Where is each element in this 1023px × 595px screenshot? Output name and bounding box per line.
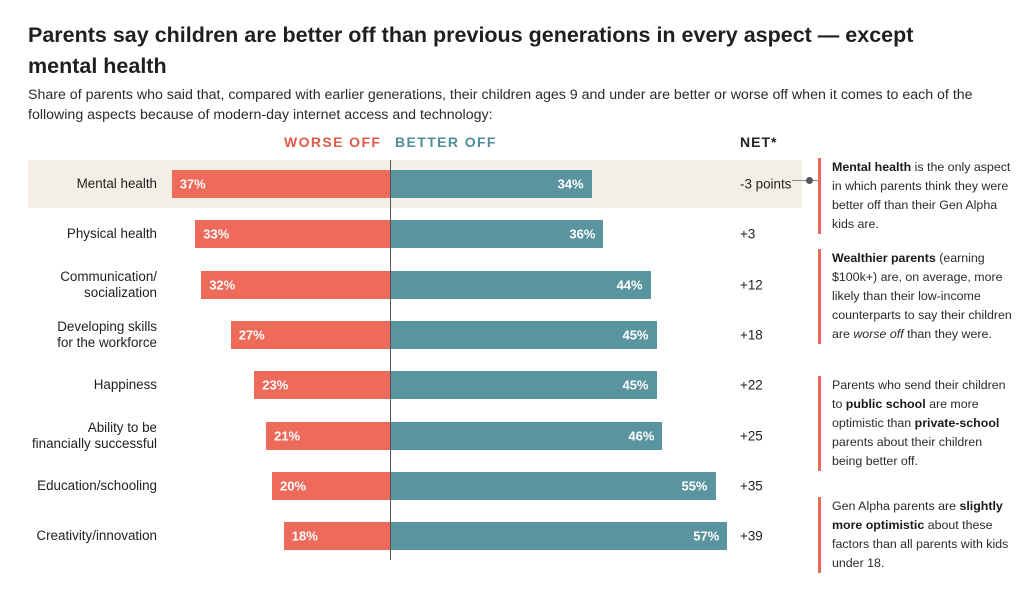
better-off-bar-developing-skills-for-the-workforce: 45% xyxy=(391,320,657,349)
net-value-ability-to-be-financially-successful: +25 xyxy=(740,428,763,443)
net-value-mental-health: -3 points xyxy=(740,176,792,192)
better-off-bar-ability-to-be-financially-successful: 46% xyxy=(391,421,663,450)
better-off-bar-mental-health: 34% xyxy=(391,170,592,198)
worse-off-value-label: 21% xyxy=(274,428,301,443)
better-off-bar-physical-health: 36% xyxy=(391,220,604,249)
worse-off-value-label: 33% xyxy=(203,226,230,242)
note-gen-alpha-parents: Gen Alpha parents are slightly more opti… xyxy=(818,497,1012,573)
worse-off-bar-happiness: 23% xyxy=(254,371,390,400)
note-wealthier-parents: Wealthier parents (earning $100k+) are, … xyxy=(818,249,1012,344)
net-value-creativity-innovation: +39 xyxy=(740,528,763,544)
worse-off-value-label: 18% xyxy=(291,528,318,544)
net-value-physical-health: +3 xyxy=(740,226,756,242)
better-off-value-label: 57% xyxy=(693,528,720,544)
better-off-bar-education-schooling: 55% xyxy=(391,471,716,500)
category-label-education-schooling: Education/schooling xyxy=(37,477,157,493)
better-off-bar-happiness: 45% xyxy=(391,371,657,400)
net-value-communication-socialization: +12 xyxy=(740,277,763,293)
better-off-value-label: 36% xyxy=(569,226,596,242)
worse-off-value-label: 37% xyxy=(179,176,206,192)
note-public-school: Parents who send their children to publi… xyxy=(818,376,1012,471)
category-label-developing-skills-for-the-workforce: Developing skills for the workforce xyxy=(57,318,157,350)
note-mental-health: Mental health is the only aspect in whic… xyxy=(818,158,1012,234)
worse-off-value-label: 32% xyxy=(209,277,236,293)
worse-off-bar-developing-skills-for-the-workforce: 27% xyxy=(230,320,390,349)
annotation-connector-dot xyxy=(806,177,813,184)
worse-off-value-label: 20% xyxy=(280,478,307,494)
annotation-connector-line xyxy=(792,180,818,181)
category-label-ability-to-be-financially-successful: Ability to be financially successful xyxy=(31,419,157,451)
net-header: NET* xyxy=(740,134,778,150)
worse-off-value-label: 23% xyxy=(262,377,289,393)
better-off-bar-communication-socialization: 44% xyxy=(391,270,651,299)
worse-off-header: WORSE OFF xyxy=(284,134,382,150)
worse-off-bar-creativity-innovation: 18% xyxy=(283,522,390,551)
better-off-value-label: 34% xyxy=(557,176,584,192)
net-value-education-schooling: +35 xyxy=(740,478,763,494)
better-off-bar-creativity-innovation: 57% xyxy=(391,522,728,551)
worse-off-bar-mental-health: 37% xyxy=(171,170,390,198)
category-label-communication-socialization: Communication/socialization xyxy=(60,268,157,300)
worse-off-bar-ability-to-be-financially-successful: 21% xyxy=(266,421,390,450)
net-value-happiness: +22 xyxy=(740,377,763,393)
category-label-happiness: Happiness xyxy=(93,377,157,393)
category-label-mental-health: Mental health xyxy=(76,176,157,191)
chart-title: Parents say children are better off than… xyxy=(28,23,914,78)
category-label-physical-health: Physical health xyxy=(66,226,157,242)
center-axis-line xyxy=(390,160,391,560)
chart-subtitle: Share of parents who said that, compared… xyxy=(28,87,973,123)
better-off-value-label: 44% xyxy=(616,277,643,293)
worse-off-bar-physical-health: 33% xyxy=(195,220,390,249)
worse-off-bar-communication-socialization: 32% xyxy=(201,270,390,299)
worse-off-value-label: 27% xyxy=(238,327,265,343)
better-off-value-label: 46% xyxy=(628,428,655,443)
better-off-value-label: 45% xyxy=(622,327,649,343)
net-value-developing-skills-for-the-workforce: +18 xyxy=(740,327,763,343)
better-off-value-label: 55% xyxy=(681,478,708,494)
category-label-creativity-innovation: Creativity/innovation xyxy=(36,528,157,544)
worse-off-bar-education-schooling: 20% xyxy=(272,471,390,500)
better-off-header: BETTER OFF xyxy=(395,134,497,150)
better-off-value-label: 45% xyxy=(622,377,649,393)
